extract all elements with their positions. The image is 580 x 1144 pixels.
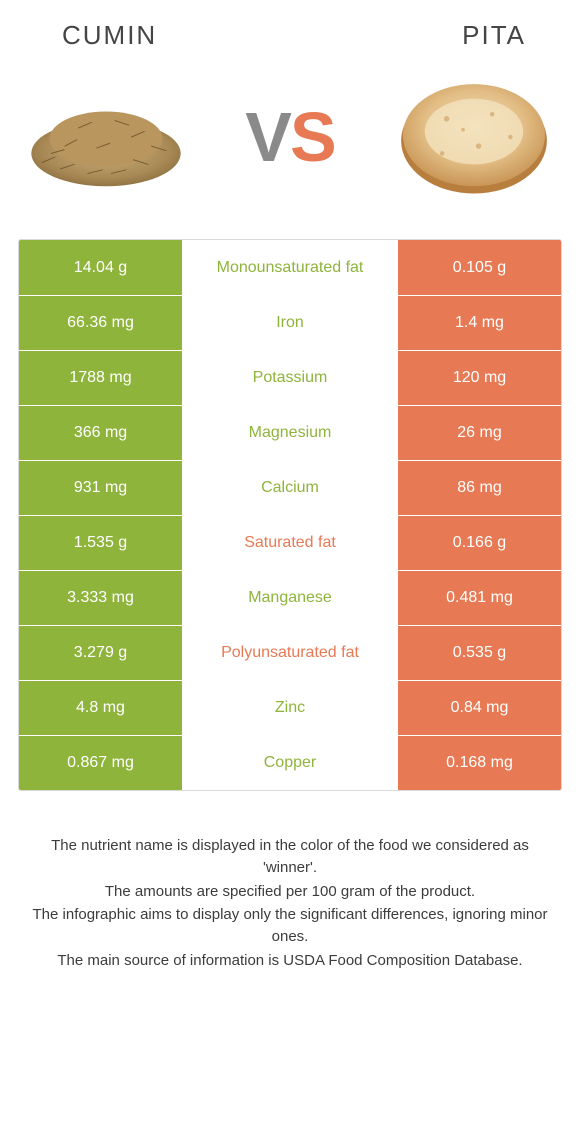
title-right: PITA [462, 20, 526, 51]
vs-v: V [245, 98, 290, 176]
nutrient-label: Copper [182, 736, 398, 790]
vs-s: S [290, 98, 335, 176]
hero-row: VS [18, 77, 562, 197]
value-right: 86 mg [398, 461, 561, 515]
table-row: 366 mgMagnesium26 mg [19, 405, 561, 460]
nutrient-label: Potassium [182, 351, 398, 405]
value-left: 66.36 mg [19, 296, 182, 350]
table-row: 931 mgCalcium86 mg [19, 460, 561, 515]
table-row: 3.279 gPolyunsaturated fat0.535 g [19, 625, 561, 680]
nutrient-table: 14.04 gMonounsaturated fat0.105 g66.36 m… [18, 239, 562, 791]
value-left: 1.535 g [19, 516, 182, 570]
value-left: 3.333 mg [19, 571, 182, 625]
note-line: The main source of information is USDA F… [22, 950, 558, 972]
note-line: The amounts are specified per 100 gram o… [22, 881, 558, 903]
value-right: 1.4 mg [398, 296, 561, 350]
table-row: 0.867 mgCopper0.168 mg [19, 735, 561, 790]
pita-image [392, 77, 556, 197]
nutrient-label: Polyunsaturated fat [182, 626, 398, 680]
value-right: 26 mg [398, 406, 561, 460]
nutrient-label: Iron [182, 296, 398, 350]
value-left: 931 mg [19, 461, 182, 515]
table-row: 3.333 mgManganese0.481 mg [19, 570, 561, 625]
title-left: CUMIN [62, 20, 157, 51]
value-left: 366 mg [19, 406, 182, 460]
vs-label: VS [245, 102, 334, 172]
value-right: 0.105 g [398, 240, 561, 295]
value-right: 0.168 mg [398, 736, 561, 790]
nutrient-label: Manganese [182, 571, 398, 625]
table-row: 66.36 mgIron1.4 mg [19, 295, 561, 350]
footer-notes: The nutrient name is displayed in the co… [18, 835, 562, 974]
value-right: 0.535 g [398, 626, 561, 680]
table-row: 14.04 gMonounsaturated fat0.105 g [19, 240, 561, 295]
comparison-infographic: CUMIN PITA [0, 0, 580, 1144]
value-left: 3.279 g [19, 626, 182, 680]
note-line: The infographic aims to display only the… [22, 904, 558, 948]
value-right: 120 mg [398, 351, 561, 405]
nutrient-label: Magnesium [182, 406, 398, 460]
nutrient-label: Saturated fat [182, 516, 398, 570]
table-row: 1.535 gSaturated fat0.166 g [19, 515, 561, 570]
table-row: 4.8 mgZinc0.84 mg [19, 680, 561, 735]
note-line: The nutrient name is displayed in the co… [22, 835, 558, 879]
cumin-image [24, 77, 188, 197]
value-right: 0.481 mg [398, 571, 561, 625]
nutrient-label: Monounsaturated fat [182, 240, 398, 295]
value-left: 14.04 g [19, 240, 182, 295]
nutrient-label: Zinc [182, 681, 398, 735]
value-left: 4.8 mg [19, 681, 182, 735]
value-right: 0.166 g [398, 516, 561, 570]
table-row: 1788 mgPotassium120 mg [19, 350, 561, 405]
value-left: 0.867 mg [19, 736, 182, 790]
nutrient-label: Calcium [182, 461, 398, 515]
title-row: CUMIN PITA [18, 20, 562, 51]
value-left: 1788 mg [19, 351, 182, 405]
value-right: 0.84 mg [398, 681, 561, 735]
